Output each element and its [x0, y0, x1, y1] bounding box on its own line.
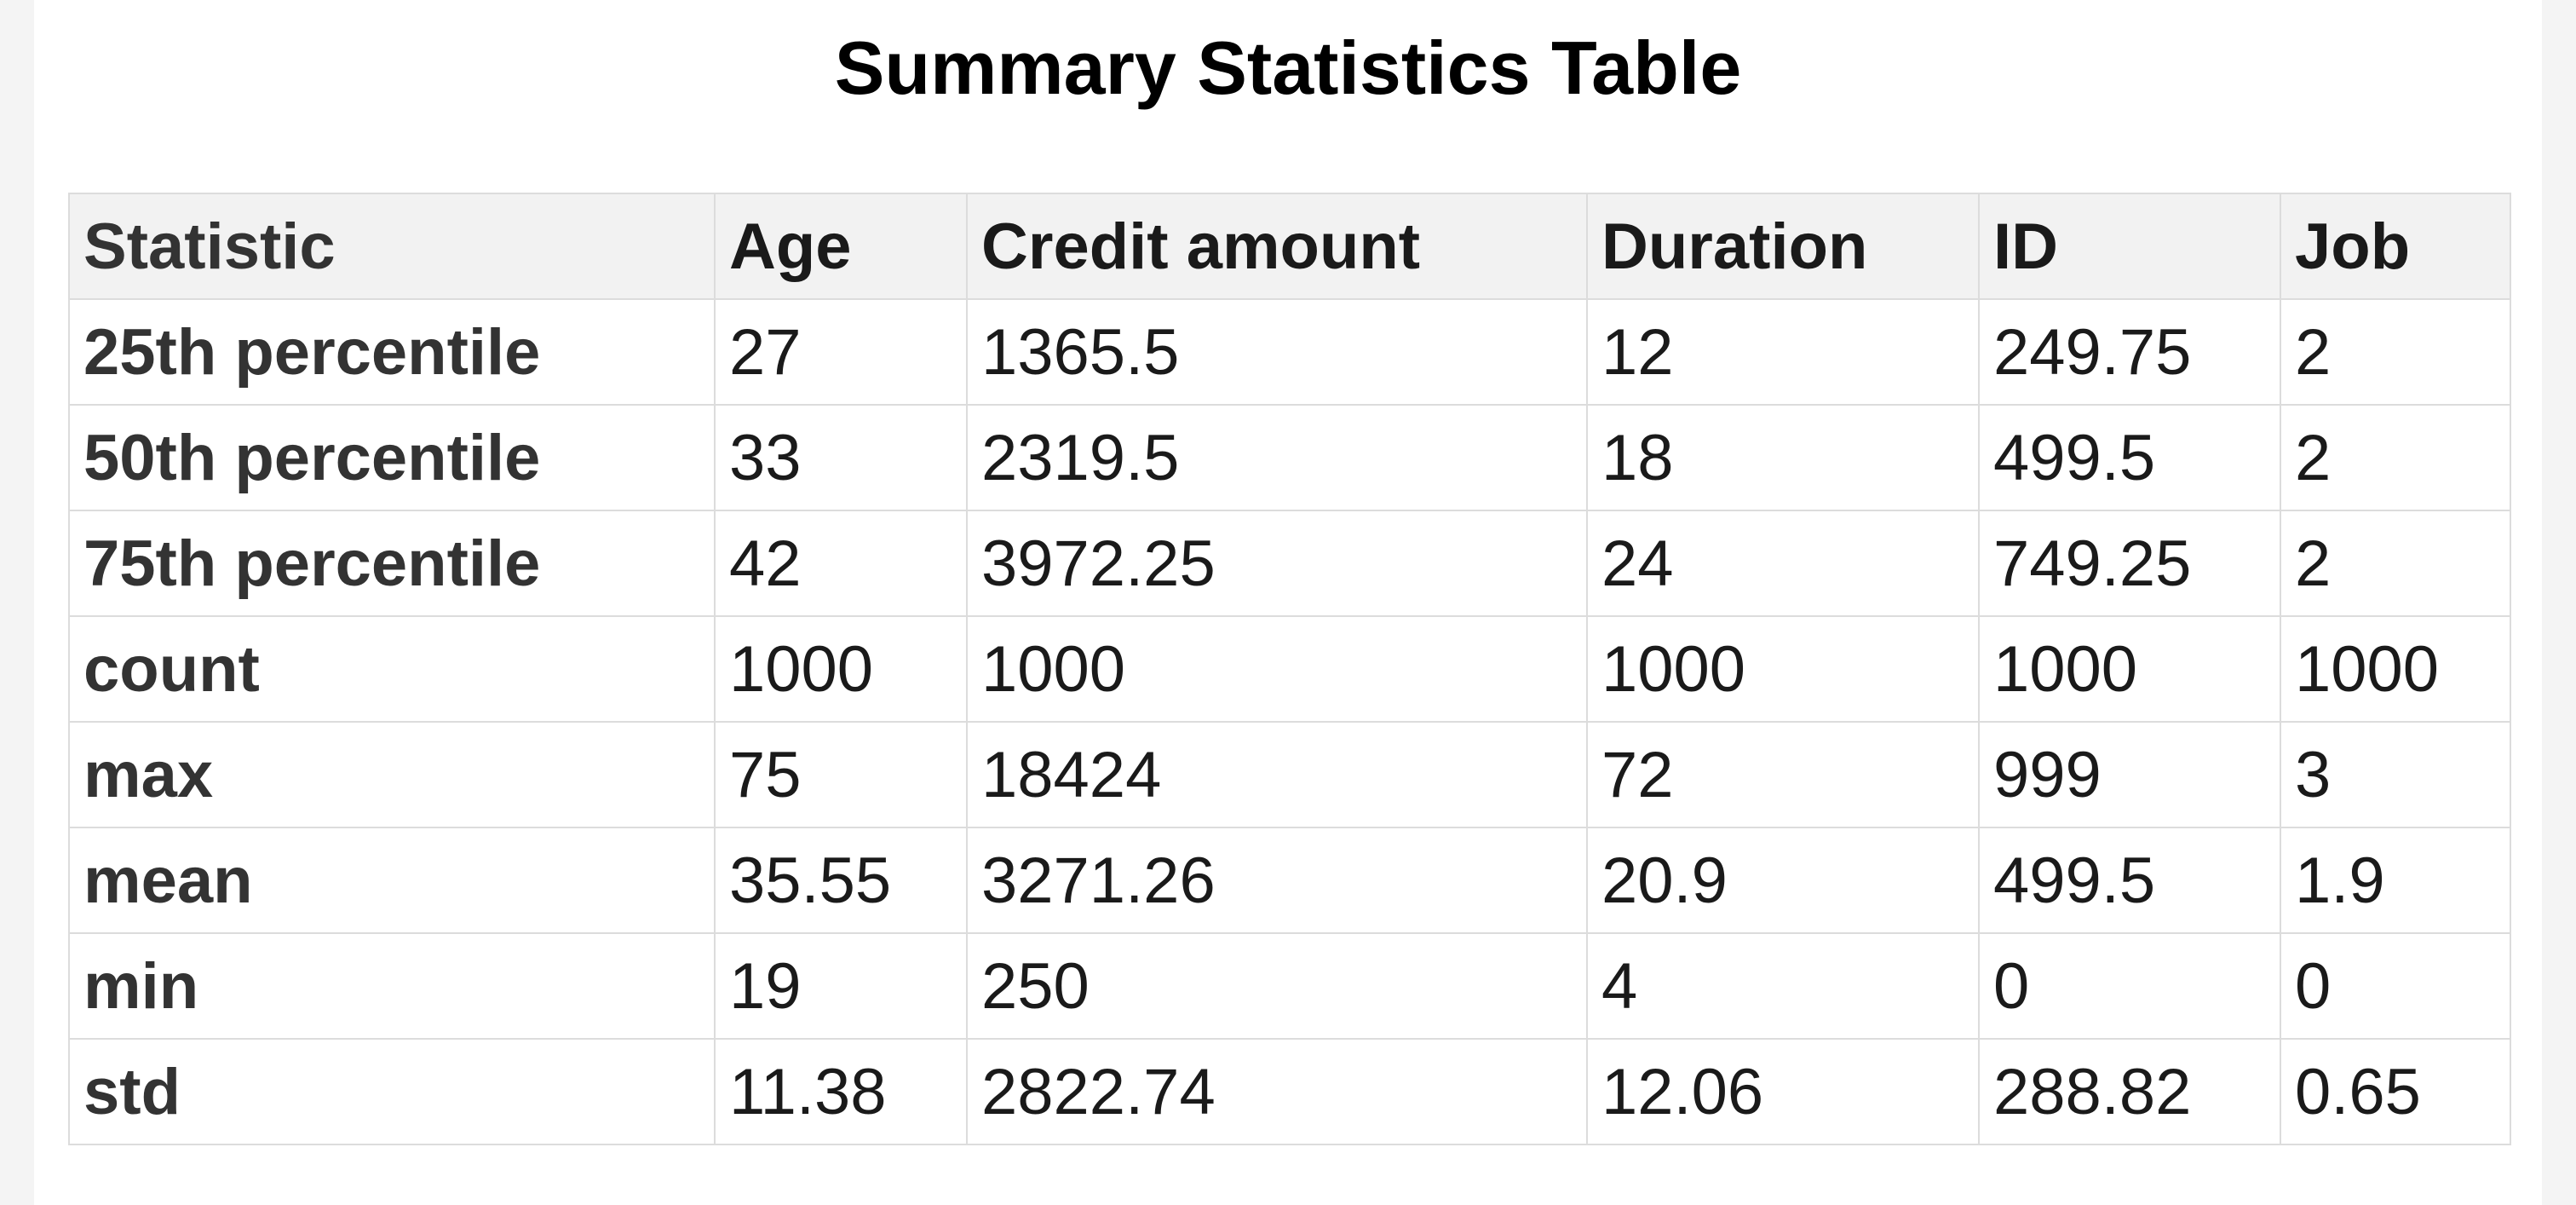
table-cell: 27 — [714, 298, 968, 406]
table-cell: 250 — [966, 932, 1588, 1040]
table-cell: 12.06 — [1586, 1038, 1980, 1145]
table-cell: 999 — [1978, 721, 2281, 828]
table-cell: 3972.25 — [966, 510, 1588, 617]
table-cell: 24 — [1586, 510, 1980, 617]
table-cell: 1.9 — [2280, 827, 2511, 934]
column-header-statistic: Statistic — [68, 193, 716, 300]
table-cell: 0 — [2280, 932, 2511, 1040]
row-label: min — [68, 932, 716, 1040]
table-cell: 2822.74 — [966, 1038, 1588, 1145]
table-cell: 18424 — [966, 721, 1588, 828]
table-cell: 749.25 — [1978, 510, 2281, 617]
table-cell: 2 — [2280, 404, 2511, 511]
table-cell: 3271.26 — [966, 827, 1588, 934]
row-label: 25th percentile — [68, 298, 716, 406]
table-header-row: Statistic Age Credit amount Duration ID … — [68, 193, 2511, 300]
row-label: 50th percentile — [68, 404, 716, 511]
page-title: Summary Statistics Table — [834, 26, 1742, 110]
table-cell: 35.55 — [714, 827, 968, 934]
table-cell: 3 — [2280, 721, 2511, 828]
table-row: 50th percentile 33 2319.5 18 499.5 2 — [68, 404, 2511, 511]
row-label: mean — [68, 827, 716, 934]
table-cell: 4 — [1586, 932, 1980, 1040]
table-cell: 1365.5 — [966, 298, 1588, 406]
row-label: std — [68, 1038, 716, 1145]
table-cell: 11.38 — [714, 1038, 968, 1145]
table-cell: 18 — [1586, 404, 1980, 511]
table-cell: 0.65 — [2280, 1038, 2511, 1145]
column-header-age: Age — [714, 193, 968, 300]
content-panel: Summary Statistics Table Statistic Age C… — [34, 0, 2542, 1205]
table-cell: 12 — [1586, 298, 1980, 406]
table-row: 25th percentile 27 1365.5 12 249.75 2 — [68, 298, 2511, 406]
table-cell: 2 — [2280, 510, 2511, 617]
row-label: count — [68, 615, 716, 723]
table-row: std 11.38 2822.74 12.06 288.82 0.65 — [68, 1038, 2511, 1145]
table-cell: 1000 — [966, 615, 1588, 723]
column-header-duration: Duration — [1586, 193, 1980, 300]
table-cell: 2319.5 — [966, 404, 1588, 511]
table-cell: 1000 — [1978, 615, 2281, 723]
table-cell: 288.82 — [1978, 1038, 2281, 1145]
column-header-job: Job — [2280, 193, 2511, 300]
table-row: count 1000 1000 1000 1000 1000 — [68, 615, 2511, 723]
table-row: min 19 250 4 0 0 — [68, 932, 2511, 1040]
table-cell: 1000 — [1586, 615, 1980, 723]
row-label: max — [68, 721, 716, 828]
table-row: mean 35.55 3271.26 20.9 499.5 1.9 — [68, 827, 2511, 934]
table-cell: 1000 — [714, 615, 968, 723]
table-row: 75th percentile 42 3972.25 24 749.25 2 — [68, 510, 2511, 617]
table-cell: 499.5 — [1978, 827, 2281, 934]
column-header-id: ID — [1978, 193, 2281, 300]
row-label: 75th percentile — [68, 510, 716, 617]
table-cell: 42 — [714, 510, 968, 617]
summary-statistics-table: Statistic Age Credit amount Duration ID … — [68, 193, 2511, 1145]
table-cell: 72 — [1586, 721, 1980, 828]
table-cell: 33 — [714, 404, 968, 511]
table-cell: 19 — [714, 932, 968, 1040]
table-cell: 249.75 — [1978, 298, 2281, 406]
table-cell: 2 — [2280, 298, 2511, 406]
table-cell: 20.9 — [1586, 827, 1980, 934]
table-cell: 1000 — [2280, 615, 2511, 723]
table-cell: 0 — [1978, 932, 2281, 1040]
column-header-credit-amount: Credit amount — [966, 193, 1588, 300]
table-row: max 75 18424 72 999 3 — [68, 721, 2511, 828]
table-cell: 499.5 — [1978, 404, 2281, 511]
table-cell: 75 — [714, 721, 968, 828]
